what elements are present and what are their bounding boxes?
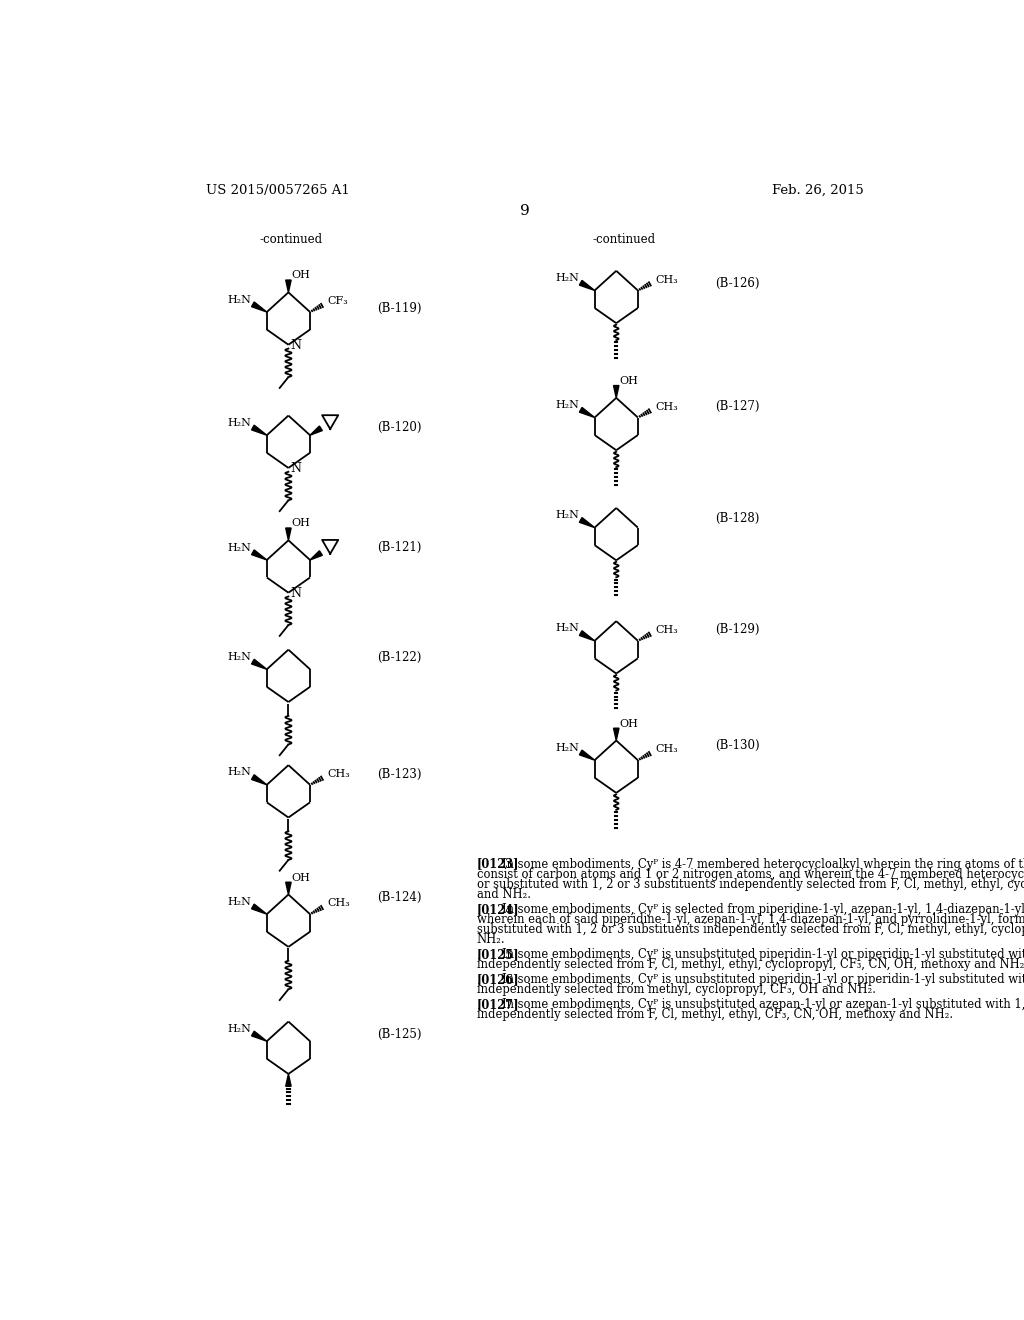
Text: independently selected from F, Cl, methyl, ethyl, CF₃, CN, OH, methoxy and NH₂.: independently selected from F, Cl, methy… — [477, 1008, 953, 1022]
Text: H₂N: H₂N — [555, 511, 580, 520]
Text: (B-120): (B-120) — [378, 421, 422, 434]
Text: -continued: -continued — [259, 232, 323, 246]
Text: CH₃: CH₃ — [327, 899, 350, 908]
Text: H₂N: H₂N — [227, 896, 251, 907]
Text: [0123]: [0123] — [477, 858, 519, 871]
Polygon shape — [310, 550, 323, 560]
Text: CH₃: CH₃ — [655, 626, 678, 635]
Text: independently selected from F, Cl, methyl, ethyl, cyclopropyl, CF₃, CN, OH, meth: independently selected from F, Cl, methy… — [477, 958, 1024, 972]
Polygon shape — [286, 1074, 291, 1086]
Polygon shape — [286, 528, 291, 540]
Text: (B-126): (B-126) — [716, 277, 760, 289]
Polygon shape — [310, 426, 323, 436]
Polygon shape — [613, 385, 618, 397]
Text: NH₂.: NH₂. — [477, 933, 506, 946]
Text: In some embodiments, Cyᴾ is unsubstituted azepan-1-yl or azepan-1-yl substituted: In some embodiments, Cyᴾ is unsubstitute… — [502, 998, 1024, 1011]
Text: [0127]: [0127] — [477, 998, 519, 1011]
Text: H₂N: H₂N — [227, 418, 251, 428]
Text: Feb. 26, 2015: Feb. 26, 2015 — [772, 185, 864, 197]
Text: (B-121): (B-121) — [378, 541, 422, 554]
Text: (B-128): (B-128) — [716, 512, 760, 525]
Text: CH₃: CH₃ — [655, 275, 678, 285]
Text: OH: OH — [292, 873, 310, 883]
Polygon shape — [252, 775, 267, 785]
Text: or substituted with 1, 2 or 3 substituents independently selected from F, Cl, me: or substituted with 1, 2 or 3 substituen… — [477, 878, 1024, 891]
Polygon shape — [286, 882, 291, 895]
Text: H₂N: H₂N — [227, 652, 251, 661]
Polygon shape — [252, 1031, 267, 1041]
Text: CH₃: CH₃ — [655, 401, 678, 412]
Text: H₂N: H₂N — [227, 294, 251, 305]
Text: OH: OH — [292, 519, 310, 528]
Text: wherein each of said piperidine-1-yl, azepan-1-yl, 1,4-diazepan-1-yl, and pyrrol: wherein each of said piperidine-1-yl, az… — [477, 913, 1024, 927]
Text: (B-125): (B-125) — [378, 1028, 422, 1041]
Polygon shape — [252, 904, 267, 915]
Text: (B-122): (B-122) — [378, 651, 422, 664]
Text: [0126]: [0126] — [477, 973, 519, 986]
Text: CH₃: CH₃ — [327, 770, 350, 779]
Text: [0125]: [0125] — [477, 948, 519, 961]
Text: In some embodiments, Cyᴾ is unsubstituted piperidin-1-yl or piperidin-1-yl subst: In some embodiments, Cyᴾ is unsubstitute… — [502, 973, 1024, 986]
Text: (B-124): (B-124) — [378, 891, 422, 904]
Text: In some embodiments, Cyᴾ is unsubstituted piperidin-1-yl or piperidin-1-yl subst: In some embodiments, Cyᴾ is unsubstitute… — [502, 948, 1024, 961]
Text: OH: OH — [620, 376, 638, 385]
Polygon shape — [580, 631, 595, 640]
Text: CF₃: CF₃ — [327, 296, 348, 306]
Polygon shape — [580, 750, 595, 760]
Text: CH₃: CH₃ — [655, 744, 678, 754]
Polygon shape — [580, 408, 595, 417]
Text: H₂N: H₂N — [227, 767, 251, 777]
Text: (B-123): (B-123) — [378, 768, 422, 781]
Text: US 2015/0057265 A1: US 2015/0057265 A1 — [206, 185, 349, 197]
Text: independently selected from methyl, cyclopropyl, CF₃, OH and NH₂.: independently selected from methyl, cycl… — [477, 983, 876, 997]
Text: H₂N: H₂N — [227, 1024, 251, 1034]
Polygon shape — [580, 517, 595, 528]
Polygon shape — [613, 729, 618, 741]
Text: and NH₂.: and NH₂. — [477, 888, 530, 902]
Polygon shape — [252, 659, 267, 669]
Text: H₂N: H₂N — [555, 400, 580, 411]
Polygon shape — [286, 280, 291, 293]
Text: (B-127): (B-127) — [716, 400, 760, 413]
Text: N: N — [290, 462, 301, 475]
Text: -continued: -continued — [593, 232, 655, 246]
Text: H₂N: H₂N — [555, 273, 580, 282]
Text: (B-130): (B-130) — [716, 739, 760, 751]
Text: (B-129): (B-129) — [716, 623, 760, 636]
Polygon shape — [252, 425, 267, 436]
Text: 9: 9 — [520, 203, 529, 218]
Text: OH: OH — [620, 718, 638, 729]
Text: (B-119): (B-119) — [378, 302, 422, 315]
Polygon shape — [252, 302, 267, 312]
Text: N: N — [290, 587, 301, 601]
Text: In some embodiments, Cyᴾ is selected from piperidine-1-yl, azepan-1-yl, 1,4-diaz: In some embodiments, Cyᴾ is selected fro… — [502, 903, 1024, 916]
Text: H₂N: H₂N — [227, 543, 251, 553]
Text: N: N — [290, 339, 301, 352]
Text: [0124]: [0124] — [477, 903, 519, 916]
Text: OH: OH — [292, 271, 310, 280]
Text: consist of carbon atoms and 1 or 2 nitrogen atoms, and wherein the 4-7 membered : consist of carbon atoms and 1 or 2 nitro… — [477, 867, 1024, 880]
Polygon shape — [580, 280, 595, 290]
Polygon shape — [252, 550, 267, 560]
Text: In some embodiments, Cyᴾ is 4-7 membered heterocycloalkyl wherein the ring atoms: In some embodiments, Cyᴾ is 4-7 membered… — [502, 858, 1024, 871]
Text: substituted with 1, 2 or 3 substituents independently selected from F, Cl, methy: substituted with 1, 2 or 3 substituents … — [477, 923, 1024, 936]
Text: H₂N: H₂N — [555, 623, 580, 634]
Text: H₂N: H₂N — [555, 743, 580, 752]
